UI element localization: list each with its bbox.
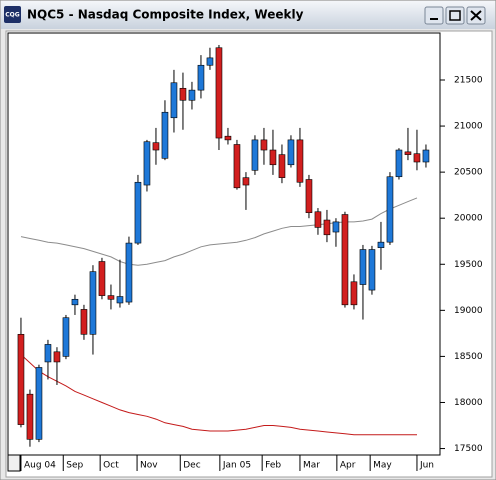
- candle-body: [422, 149, 430, 163]
- candle-body: [341, 214, 349, 306]
- title-bar: [1, 1, 495, 29]
- candle-body: [323, 219, 331, 236]
- candle-body: [188, 89, 196, 101]
- x-tick-label: Jan 05: [222, 461, 251, 471]
- window-buttons: [424, 6, 486, 25]
- candle-body: [332, 221, 340, 233]
- candle-body: [233, 144, 241, 189]
- y-tick-label: 19500: [454, 260, 483, 270]
- candle-body: [71, 298, 79, 306]
- candle-body: [368, 249, 376, 291]
- candle-body: [62, 317, 70, 357]
- candle-body: [377, 241, 385, 248]
- candle-body: [161, 111, 169, 159]
- candle-body: [278, 154, 286, 178]
- x-tick-label: Nov: [140, 461, 158, 471]
- candle-body: [287, 139, 295, 166]
- y-tick-label: 18500: [454, 352, 483, 362]
- candle-body: [143, 141, 151, 186]
- candle-body: [296, 139, 304, 183]
- candle-body: [197, 64, 205, 91]
- y-tick-label: 19000: [454, 306, 483, 316]
- y-tick-label: 18000: [454, 398, 483, 408]
- candle-body: [251, 139, 259, 171]
- candle-body: [35, 367, 43, 440]
- candle-body: [80, 309, 88, 335]
- x-tick-label: Apr: [340, 461, 356, 471]
- y-tick-label: 20000: [454, 214, 483, 224]
- candle-body: [404, 151, 412, 155]
- candle-body: [215, 47, 223, 139]
- y-tick-label: 21500: [454, 75, 483, 85]
- candle-body: [89, 271, 97, 335]
- candle-body: [26, 393, 34, 440]
- y-tick-label: 21000: [454, 122, 483, 132]
- candle-body: [152, 142, 160, 151]
- y-tick-label: 20500: [454, 168, 483, 178]
- candle-body: [224, 135, 232, 141]
- x-tick-label: Aug 04: [24, 461, 56, 471]
- x-tick-label: Sep: [66, 461, 83, 471]
- candle-body: [260, 139, 268, 151]
- x-tick-label: Dec: [183, 461, 200, 471]
- y-tick-label: 17500: [454, 444, 483, 454]
- candle-body: [17, 333, 25, 425]
- candle-body: [107, 295, 115, 300]
- moving-average-line: [20, 354, 417, 436]
- maximize-button[interactable]: [445, 6, 465, 25]
- candle-body: [134, 181, 142, 244]
- candle-body: [170, 82, 178, 119]
- x-tick-label: May: [373, 461, 392, 471]
- x-tick-label: Oct: [103, 461, 119, 471]
- candle-body: [242, 177, 250, 186]
- candle-body: [53, 351, 61, 363]
- icon-label: CQG: [5, 12, 20, 19]
- maximize-icon: [449, 10, 461, 21]
- candle-body: [125, 242, 133, 303]
- candle-body: [395, 149, 403, 178]
- close-icon: [470, 10, 482, 21]
- minimize-button[interactable]: [424, 6, 444, 25]
- candle-body: [179, 87, 187, 101]
- x-tick-label: Jun: [419, 461, 434, 471]
- candle-body: [350, 281, 358, 306]
- candle-body: [98, 261, 106, 296]
- moving-average-line: [20, 197, 418, 266]
- window-title: NQC5 - Nasdaq Composite Index, Weekly: [27, 8, 304, 22]
- candle-body: [206, 57, 214, 66]
- candle-body: [116, 296, 124, 304]
- candle-body: [305, 179, 313, 213]
- candle-body: [413, 153, 421, 163]
- candle-body: [269, 149, 277, 166]
- app-icon: [4, 6, 21, 23]
- candle-body: [44, 344, 52, 363]
- x-tick-label: Mar: [303, 461, 320, 471]
- corner-box[interactable]: [7, 454, 21, 472]
- plot-area: [7, 32, 441, 456]
- candle-body: [359, 249, 367, 285]
- candle-body: [386, 176, 394, 243]
- candle-body: [314, 211, 322, 228]
- x-tick-label: Feb: [265, 461, 281, 471]
